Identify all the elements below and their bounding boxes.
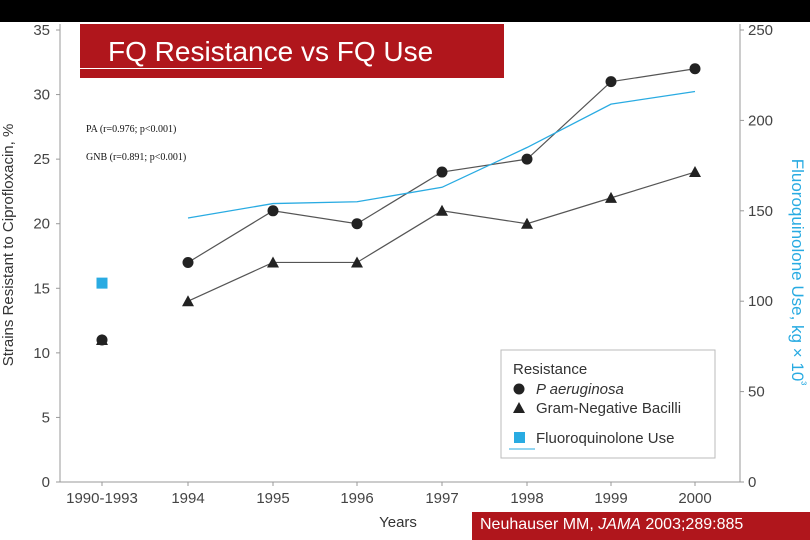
point-gnb: [436, 204, 448, 216]
legend-marker-pa: [513, 383, 525, 395]
stat-pa: PA (r=0.976; p<0.001): [86, 124, 177, 135]
y-right-tick-label: 150: [748, 203, 773, 220]
y-right-tick-label: 50: [748, 384, 765, 401]
y-right-tick-label: 100: [748, 293, 773, 310]
y-right-tick-label: 200: [748, 112, 773, 129]
title-banner: [80, 24, 504, 78]
x-tick-label: 1997: [425, 490, 458, 507]
point-pa: [267, 205, 279, 217]
legend-label-fq: Fluoroquinolone Use: [536, 430, 674, 447]
chart-background: [0, 22, 810, 540]
y-tick-label: 5: [42, 409, 50, 426]
left-panel: [0, 22, 16, 540]
citation-rest: 2003;289:885: [640, 516, 744, 533]
citation-author: Neuhauser MM,: [480, 516, 599, 533]
point-gnb: [96, 333, 108, 345]
x-tick-label: 2000: [678, 490, 711, 507]
title-underline: [80, 68, 262, 69]
point-gnb: [605, 191, 617, 203]
point-pa: [436, 166, 448, 178]
point-gnb: [351, 256, 363, 268]
slide-title: FQ Resistance vs FQ Use: [108, 36, 434, 67]
point-pa: [351, 218, 363, 230]
y-axis-right-label: Fluoroquinolone Use, kg × 10³: [788, 159, 809, 386]
x-axis-label: Years: [379, 514, 417, 531]
y-tick-label: 35: [33, 22, 50, 39]
x-tick-label: 1996: [340, 490, 373, 507]
x-tick-label: 1995: [256, 490, 289, 507]
y-tick-label: 30: [33, 87, 50, 104]
citation: Neuhauser MM, JAMA 2003;289:885: [480, 516, 743, 534]
x-tick-label: 1999: [594, 490, 627, 507]
x-tick-label: 1994: [171, 490, 204, 507]
legend-box: [500, 349, 716, 459]
point-fq: [96, 277, 108, 289]
citation-banner: [472, 512, 810, 540]
y-tick-label: 25: [33, 151, 50, 168]
point-pa: [689, 63, 701, 75]
y-axis-label: Strains Resistant to Ciprofloxacin, %: [0, 124, 17, 367]
legend-label-pa: P aeruginosa: [536, 381, 624, 398]
y-right-tick-label: 0: [748, 474, 756, 491]
legend-label-gnb: Gram-Negative Bacilli: [536, 400, 681, 417]
series-line-fq: [187, 90, 696, 219]
point-pa: [521, 153, 533, 165]
legend-title: Resistance: [513, 361, 587, 378]
legend-marker-fq: [514, 432, 525, 443]
y-tick-label: 0: [42, 474, 50, 491]
citation-journal: JAMA: [598, 516, 641, 533]
y-tick-label: 20: [33, 216, 50, 233]
point-gnb: [689, 166, 701, 178]
x-tick-label: 1990-1993: [66, 490, 138, 507]
x-tick-label: 1998: [510, 490, 543, 507]
legend-marker-gnb: [513, 402, 525, 413]
stat-gnb: GNB (r=0.891; p<0.001): [86, 152, 187, 163]
point-gnb: [182, 295, 194, 307]
point-gnb: [521, 217, 533, 229]
point-gnb: [267, 256, 279, 268]
point-pa: [182, 256, 194, 268]
y-tick-label: 15: [33, 280, 50, 297]
y-tick-label: 10: [33, 345, 50, 362]
point-pa: [605, 76, 617, 88]
y-right-tick-label: 250: [748, 22, 773, 39]
